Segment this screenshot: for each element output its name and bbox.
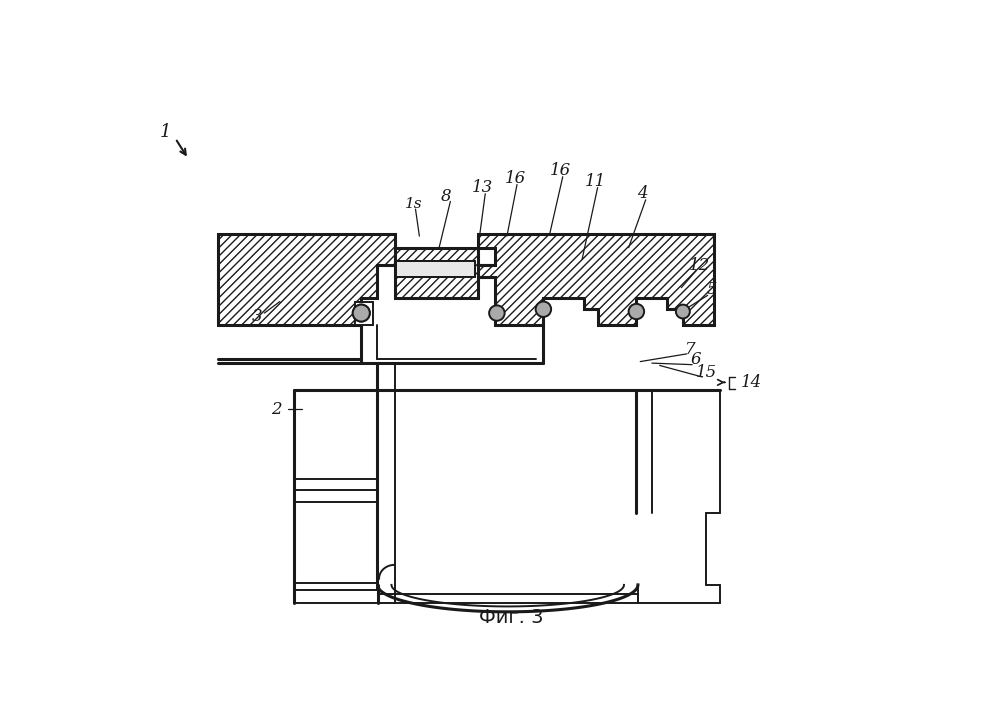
Polygon shape	[218, 233, 395, 324]
Circle shape	[353, 304, 370, 321]
Circle shape	[676, 304, 690, 319]
Text: 15: 15	[695, 364, 716, 381]
Circle shape	[353, 304, 370, 321]
Text: 12: 12	[689, 257, 710, 274]
Polygon shape	[397, 261, 476, 277]
Text: 3: 3	[252, 309, 262, 325]
Polygon shape	[478, 233, 714, 324]
Polygon shape	[395, 248, 496, 298]
Text: 8: 8	[442, 188, 452, 205]
Text: 6: 6	[690, 351, 701, 368]
Text: 16: 16	[549, 162, 571, 179]
Text: 14: 14	[740, 374, 761, 391]
Circle shape	[490, 305, 504, 321]
Text: Фиг. 3: Фиг. 3	[480, 608, 543, 626]
Text: 1s: 1s	[406, 197, 423, 211]
Text: 11: 11	[584, 173, 606, 190]
Text: 4: 4	[637, 185, 648, 202]
Text: 1: 1	[160, 123, 171, 141]
Text: 7: 7	[685, 341, 696, 358]
Text: 5: 5	[706, 281, 717, 299]
Text: 2: 2	[271, 401, 282, 418]
Text: 16: 16	[504, 170, 526, 187]
Text: 13: 13	[473, 179, 494, 196]
Circle shape	[628, 304, 644, 319]
Polygon shape	[355, 301, 373, 324]
Circle shape	[535, 301, 551, 317]
